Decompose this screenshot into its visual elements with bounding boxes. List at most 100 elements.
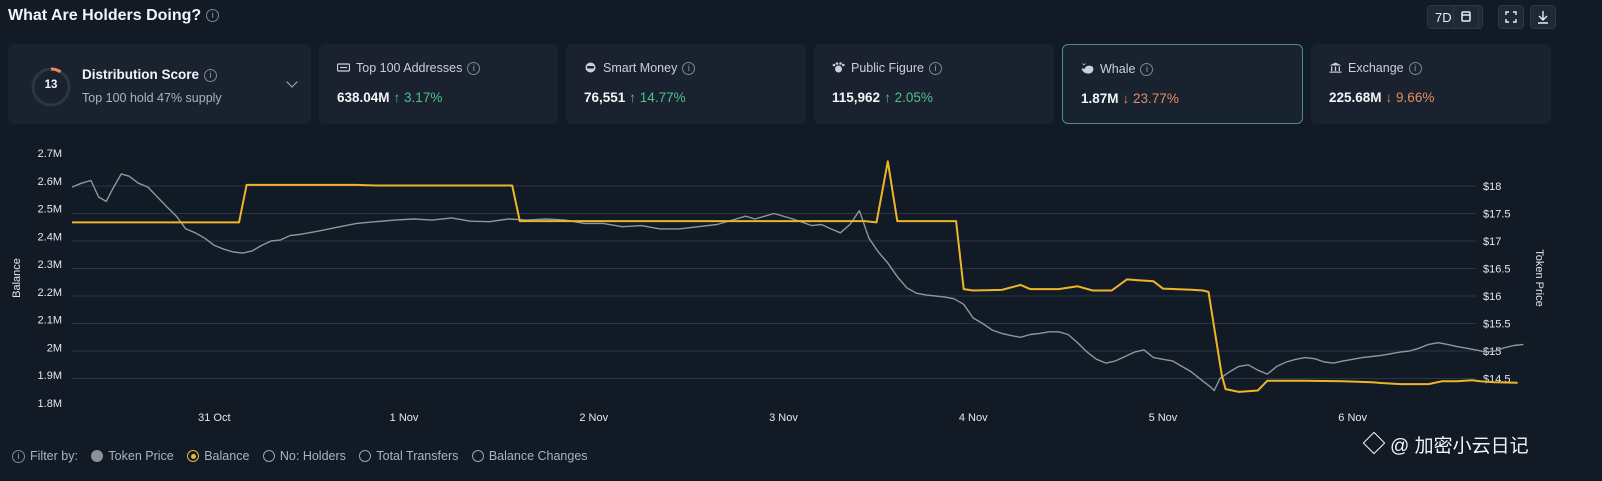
token-price-line xyxy=(71,173,1524,392)
x-tick-label: 4 Nov xyxy=(959,412,988,424)
card-label: Exchange i xyxy=(1329,61,1422,76)
card-change: ↓ 9.66% xyxy=(1385,90,1435,105)
info-icon[interactable]: i xyxy=(467,62,481,76)
left-tick-label: 2.5M xyxy=(38,204,62,216)
card-value-text: 638.04M xyxy=(337,90,390,105)
info-icon[interactable]: i xyxy=(682,62,696,76)
card-change: ↑ 3.17% xyxy=(393,90,443,105)
radio-indicator xyxy=(359,450,372,462)
left-tick-label: 1.8M xyxy=(38,398,62,410)
right-tick-label: $16.5 xyxy=(1483,264,1511,276)
score-ring xyxy=(31,67,71,107)
left-tick-label: 1.9M xyxy=(38,370,62,382)
card-public-figure[interactable]: Public Figure i 115,962 ↑ 2.05% xyxy=(814,44,1054,124)
filter-label: Filter by: xyxy=(30,449,78,463)
info-icon[interactable]: i xyxy=(1140,63,1154,77)
left-tick-label: 2.7M xyxy=(38,148,62,160)
time-range-value: 7D xyxy=(1435,10,1452,25)
calendar-button[interactable] xyxy=(1453,5,1479,29)
filter-no-holders[interactable]: No: Holders xyxy=(262,449,346,463)
calendar-icon xyxy=(1461,11,1471,22)
right-tick-label: $15.5 xyxy=(1483,319,1511,331)
card-value-text: 1.87M xyxy=(1081,91,1119,106)
radio-indicator xyxy=(262,450,275,462)
distribution-title-text: Distribution Score xyxy=(82,67,200,82)
right-tick-label: $17 xyxy=(1483,236,1501,248)
left-tick-label: 2.3M xyxy=(38,259,62,271)
info-icon[interactable]: i xyxy=(1408,62,1422,76)
header: What Are Holders Doing? i 7D xyxy=(0,0,1602,34)
info-icon[interactable]: i xyxy=(206,9,220,23)
smart-money-icon xyxy=(585,62,596,73)
balance-line xyxy=(72,160,1518,393)
card-exchange[interactable]: Exchange i 225.68M ↓ 9.66% xyxy=(1311,44,1551,124)
info-icon[interactable]: i xyxy=(12,450,25,464)
card-label-text: Exchange xyxy=(1348,61,1404,75)
download-button[interactable] xyxy=(1530,5,1556,29)
left-tick-label: 2.6M xyxy=(38,176,62,188)
filter-option-label: Token Price xyxy=(108,449,174,463)
score-value: 13 xyxy=(44,79,58,91)
right-tick-label: $18 xyxy=(1483,181,1501,193)
info-icon[interactable]: i xyxy=(204,68,218,82)
card-label: Public Figure i xyxy=(832,61,942,76)
address-icon xyxy=(337,63,350,72)
bank-icon xyxy=(1329,62,1342,73)
filter-balance-changes[interactable]: Balance Changes xyxy=(471,449,588,463)
card-value: 1.87M ↓ 23.77% xyxy=(1081,91,1179,106)
card-value-text: 76,551 xyxy=(584,90,626,105)
x-tick-label: 1 Nov xyxy=(390,412,419,424)
filter-option-label: Balance Changes xyxy=(488,449,588,463)
right-tick-label: $16 xyxy=(1483,291,1501,303)
card-value: 638.04M ↑ 3.17% xyxy=(337,90,442,105)
left-tick-label: 2.2M xyxy=(38,287,62,299)
chevron-down-icon[interactable] xyxy=(286,76,298,88)
card-smart-money[interactable]: Smart Money i 76,551 ↑ 14.77% xyxy=(566,44,806,124)
public-figure-icon xyxy=(832,62,845,73)
x-tick-label: 5 Nov xyxy=(1149,412,1178,424)
watermark: @ 加密小云日记 xyxy=(1362,431,1529,458)
right-tick-label: $17.5 xyxy=(1483,209,1511,221)
card-label-text: Whale xyxy=(1100,62,1136,76)
filter-option-label: Total Transfers xyxy=(376,449,459,463)
radio-indicator xyxy=(91,450,104,462)
left-tick-label: 2.4M xyxy=(38,231,62,243)
left-tick-label: 2.1M xyxy=(38,315,62,327)
card-value-text: 115,962 xyxy=(832,90,881,105)
card-label-text: Public Figure xyxy=(851,61,924,75)
card-top-100-addresses[interactable]: Top 100 Addresses i 638.04M ↑ 3.17% xyxy=(319,44,558,124)
radio-indicator xyxy=(471,450,484,462)
fullscreen-button[interactable] xyxy=(1498,5,1524,29)
page-title: What Are Holders Doing? i xyxy=(8,7,220,25)
filter-option-label: No: Holders xyxy=(279,449,346,463)
card-whale[interactable]: Whale i 1.87M ↓ 23.77% xyxy=(1062,44,1303,124)
card-label-text: Smart Money xyxy=(603,61,678,75)
filter-token-price[interactable]: Token Price xyxy=(91,449,174,463)
radio-indicator xyxy=(187,450,200,462)
card-value: 225.68M ↓ 9.66% xyxy=(1329,90,1434,105)
filter-bar: i Filter by: Token Price Balance No: Hold… xyxy=(12,449,588,464)
distribution-score-card[interactable]: 13 Distribution Score i Top 100 hold 47% … xyxy=(8,44,311,124)
distribution-subtitle: Top 100 hold 47% supply xyxy=(82,91,222,105)
holders-chart[interactable]: $18$17.5$17$16.5$16$15.5$15$14.52.7M2.6M… xyxy=(0,138,1602,428)
info-icon[interactable]: i xyxy=(928,62,942,76)
filter-balance[interactable]: Balance xyxy=(187,449,249,463)
card-change: ↓ 23.77% xyxy=(1122,91,1179,106)
card-value: 76,551 ↑ 14.77% xyxy=(584,90,686,105)
card-value-text: 225.68M xyxy=(1329,90,1382,105)
x-tick-label: 2 Nov xyxy=(579,412,608,424)
binance-logo-icon xyxy=(1362,431,1386,455)
whale-icon xyxy=(1081,63,1094,74)
x-tick-label: 3 Nov xyxy=(769,412,798,424)
filter-total-transfers[interactable]: Total Transfers xyxy=(359,449,458,463)
card-label: Top 100 Addresses i xyxy=(337,61,481,76)
x-tick-label: 31 Oct xyxy=(198,412,230,424)
left-tick-label: 2M xyxy=(47,342,62,354)
right-tick-label: $14.5 xyxy=(1483,374,1511,386)
watermark-text: @ 加密小云日记 xyxy=(1390,436,1529,457)
card-label-text: Top 100 Addresses xyxy=(356,61,463,75)
expand-icon xyxy=(1505,11,1517,23)
card-label: Smart Money i xyxy=(584,61,696,76)
page-title-text: What Are Holders Doing? xyxy=(8,7,202,24)
card-change: ↑ 14.77% xyxy=(629,90,686,105)
